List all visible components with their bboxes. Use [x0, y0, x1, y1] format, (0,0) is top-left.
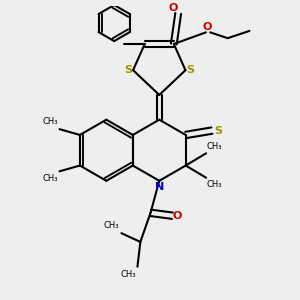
Text: O: O — [173, 211, 182, 221]
Text: CH₃: CH₃ — [43, 117, 58, 126]
Text: S: S — [214, 126, 222, 136]
Text: N: N — [154, 182, 164, 192]
Text: CH₃: CH₃ — [207, 180, 222, 189]
Text: CH₃: CH₃ — [207, 142, 222, 151]
Text: CH₃: CH₃ — [103, 221, 119, 230]
Text: S: S — [187, 65, 195, 75]
Text: CH₃: CH₃ — [121, 270, 136, 279]
Text: O: O — [202, 22, 212, 32]
Text: O: O — [168, 3, 178, 13]
Text: S: S — [124, 65, 132, 75]
Text: CH₃: CH₃ — [43, 174, 58, 183]
